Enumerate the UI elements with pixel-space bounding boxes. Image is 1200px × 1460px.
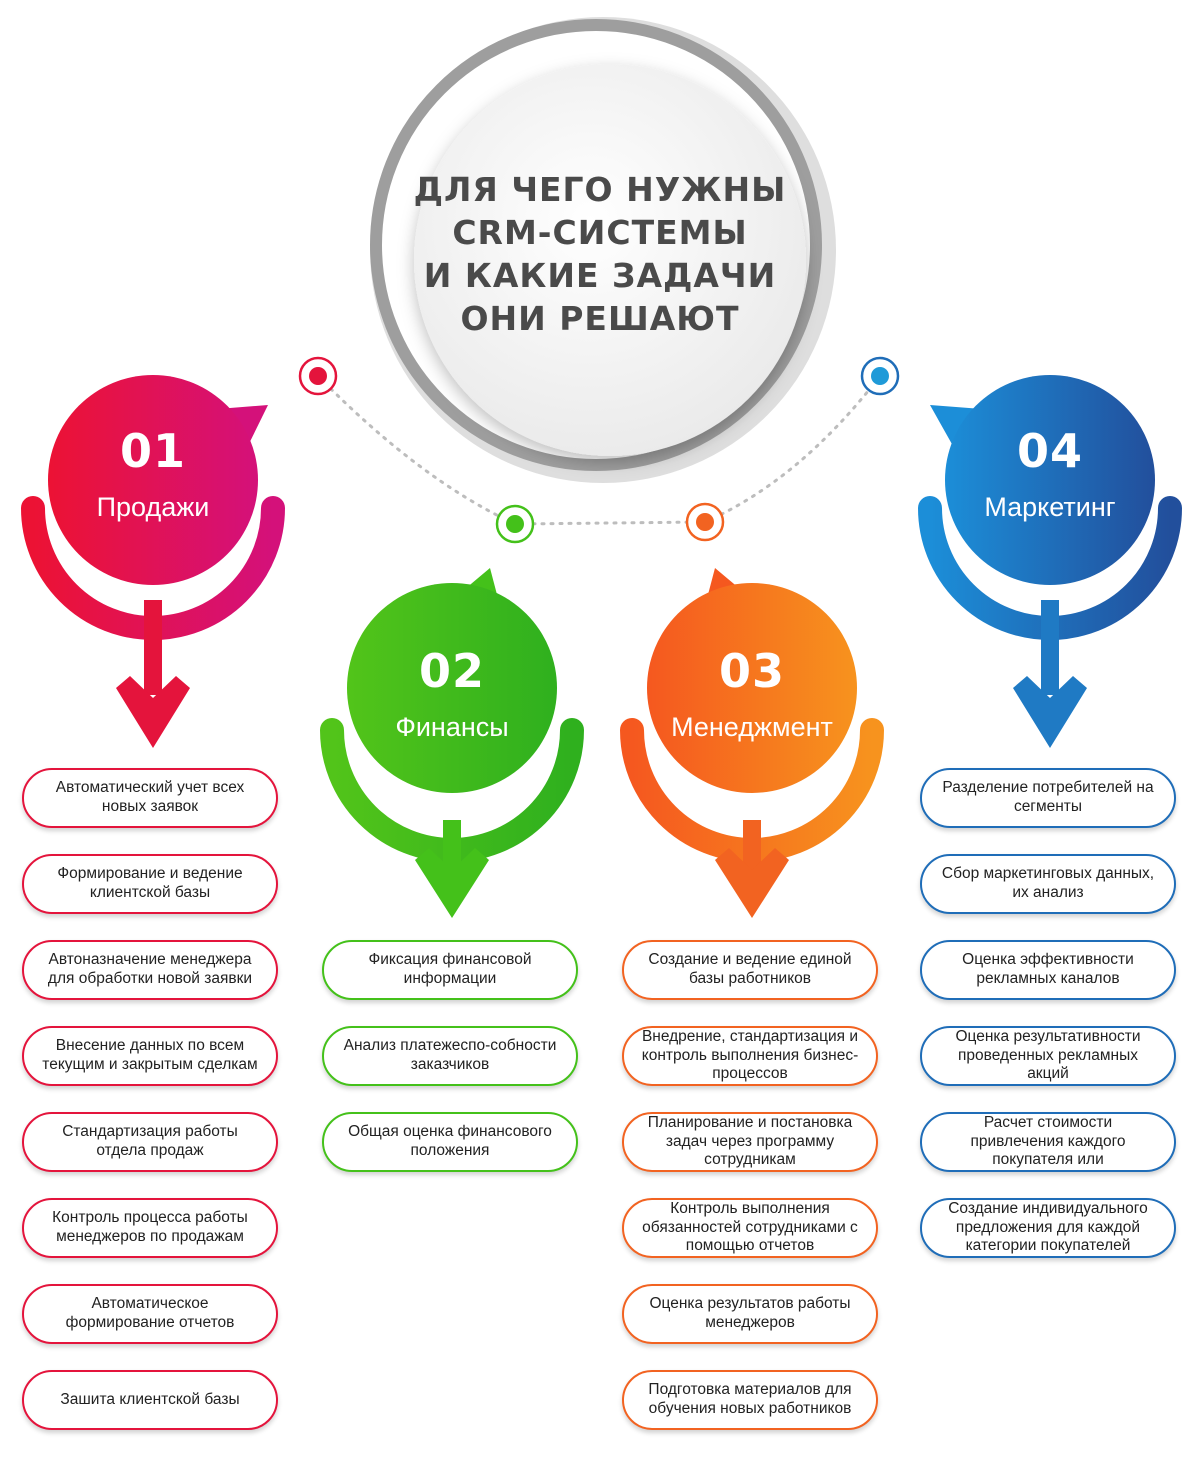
category-number: 03 bbox=[718, 644, 785, 698]
management-item: Оценка результатов работы менеджеров bbox=[622, 1284, 878, 1344]
dotted-connector bbox=[316, 374, 882, 526]
category-label: Маркетинг bbox=[984, 492, 1116, 522]
category-01-header: 01 Продажи bbox=[33, 428, 273, 523]
title-line: ДЛЯ ЧЕГО НУЖНЫ bbox=[413, 170, 787, 210]
category-number: 01 bbox=[119, 424, 186, 478]
sales-item: Внесение данных по всем текущим и закрыт… bbox=[22, 1026, 278, 1086]
category-label: Продажи bbox=[96, 492, 210, 522]
category-bubble-04 bbox=[918, 375, 1182, 748]
marketing-item: Расчет стоимости привлечения каждого пок… bbox=[920, 1112, 1176, 1172]
finance-item: Общая оценка финансового положения bbox=[322, 1112, 578, 1172]
sales-item: Зашита клиентской базы bbox=[22, 1370, 278, 1430]
marketing-item: Сбор маркетинговых данных, их анализ bbox=[920, 854, 1176, 914]
management-item: Контроль выполнения обязанностей сотрудн… bbox=[622, 1198, 878, 1258]
management-item: Внедрение, стандартизация и контроль вып… bbox=[622, 1026, 878, 1086]
finance-item: Анализ платежеспо-собности заказчиков bbox=[322, 1026, 578, 1086]
sales-item: Формирование и ведение клиентской базы bbox=[22, 854, 278, 914]
management-item: Планирование и постановка задач через пр… bbox=[622, 1112, 878, 1172]
marketing-item: Создание индивидуального предложения для… bbox=[920, 1198, 1176, 1258]
marketing-item: Оценка эффективности рекламных каналов bbox=[920, 940, 1176, 1000]
dot-red-icon bbox=[298, 356, 338, 396]
marketing-item: Разделение потребителей на сегменты bbox=[920, 768, 1176, 828]
title-line: ОНИ РЕШАЮТ bbox=[460, 298, 740, 338]
title-line: CRM-СИСТЕМЫ bbox=[452, 213, 748, 253]
category-bubble-01 bbox=[21, 375, 285, 748]
category-bubble-02 bbox=[320, 568, 584, 918]
marketing-item: Оценка результативности проведенных рекл… bbox=[920, 1026, 1176, 1086]
dot-orange-icon bbox=[685, 502, 725, 542]
dot-blue-icon bbox=[860, 356, 900, 396]
sales-item: Автоназначение менеджера для обработки н… bbox=[22, 940, 278, 1000]
sales-item: Автоматическое формирование отчетов bbox=[22, 1284, 278, 1344]
page-title: ДЛЯ ЧЕГО НУЖНЫ CRM-СИСТЕМЫ И КАКИЕ ЗАДАЧ… bbox=[380, 90, 820, 420]
category-number: 02 bbox=[418, 644, 485, 698]
management-item: Подготовка материалов для обучения новых… bbox=[622, 1370, 878, 1430]
management-item: Создание и ведение единой базы работнико… bbox=[622, 940, 878, 1000]
sales-item: Автоматический учет всех новых заявок bbox=[22, 768, 278, 828]
dot-green-icon bbox=[495, 504, 535, 544]
category-label: Финансы bbox=[395, 712, 509, 742]
category-03-header: 03 Менеджмент bbox=[632, 648, 872, 743]
sales-item: Стандартизация работы отдела продаж bbox=[22, 1112, 278, 1172]
category-bubble-03 bbox=[620, 568, 884, 918]
center-circle bbox=[370, 17, 836, 483]
sales-item: Контроль процесса работы менеджеров по п… bbox=[22, 1198, 278, 1258]
category-label: Менеджмент bbox=[671, 712, 833, 742]
category-number: 04 bbox=[1016, 424, 1083, 478]
category-04-header: 04 Маркетинг bbox=[930, 428, 1170, 523]
finance-item: Фиксация финансовой информации bbox=[322, 940, 578, 1000]
category-02-header: 02 Финансы bbox=[332, 648, 572, 743]
title-line: И КАКИЕ ЗАДАЧИ bbox=[423, 256, 777, 295]
